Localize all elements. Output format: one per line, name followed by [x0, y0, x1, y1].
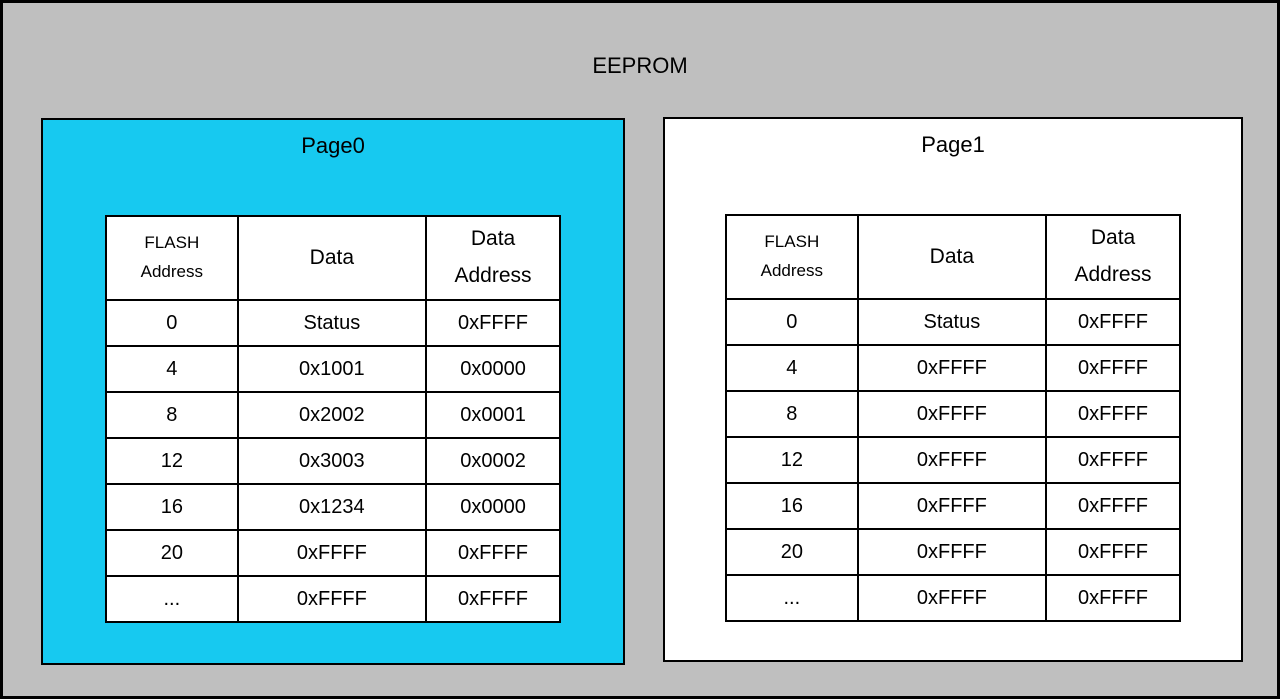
table-cell: 0xFFFF	[1045, 436, 1181, 484]
table-cell: 4	[725, 344, 859, 392]
table-cell: 0xFFFF	[856, 528, 1048, 576]
table-row: 16 0x1234 0x0000	[105, 483, 561, 531]
table-row: ... 0xFFFF 0xFFFF	[105, 575, 561, 623]
header-label: Data	[309, 245, 355, 269]
header-label: Data Address	[1074, 226, 1152, 286]
table-header-row: FLASH Address Data Data Address	[725, 214, 1181, 300]
table-cell: 0xFFFF	[856, 390, 1048, 438]
table-row: 8 0xFFFF 0xFFFF	[725, 390, 1181, 438]
header-data-address: Data Address	[1045, 214, 1181, 300]
table-cell: 0	[105, 299, 239, 347]
table-row: 4 0xFFFF 0xFFFF	[725, 344, 1181, 392]
table-cell: 0xFFFF	[856, 482, 1048, 530]
table-cell: 0xFFFF	[425, 575, 561, 623]
table-cell: 0xFFFF	[236, 529, 428, 577]
table-row: ... 0xFFFF 0xFFFF	[725, 574, 1181, 622]
table-cell: 0xFFFF	[1045, 528, 1181, 576]
table-row: 0 Status 0xFFFF	[725, 298, 1181, 346]
table-cell: 0xFFFF	[856, 344, 1048, 392]
table-cell: 0x1001	[236, 345, 428, 393]
page1-table-body: 0 Status 0xFFFF 4 0xFFFF 0xFFFF 8 0xFFFF 0xFFFF 1…	[725, 298, 1181, 622]
table-cell: 16	[725, 482, 859, 530]
page0-table-wrap: FLASH Address Data Data Address 0 Status 0…	[43, 215, 623, 623]
eeprom-title: EEPROM	[592, 53, 688, 78]
page1-title: Page1	[921, 132, 985, 157]
table-row: 8 0x2002 0x0001	[105, 391, 561, 439]
table-cell: 0x0000	[425, 345, 561, 393]
table-cell: 0xFFFF	[1045, 482, 1181, 530]
table-cell: 0x0001	[425, 391, 561, 439]
table-cell: 8	[725, 390, 859, 438]
table-row: 0 Status 0xFFFF	[105, 299, 561, 347]
table-row: 20 0xFFFF 0xFFFF	[725, 528, 1181, 576]
page0-title: Page0	[301, 133, 365, 158]
table-cell: 0xFFFF	[1045, 574, 1181, 622]
table-cell: 0xFFFF	[425, 299, 561, 347]
table-cell: ...	[725, 574, 859, 622]
table-cell: 0x3003	[236, 437, 428, 485]
page1-box: Page1 FLASH Address Data Data Ad	[663, 117, 1243, 662]
table-cell: 0x0000	[425, 483, 561, 531]
header-label: FLASH Address	[140, 233, 204, 281]
table-cell: 0xFFFF	[236, 575, 428, 623]
page1-table: FLASH Address Data Data Address 0 Status 0…	[725, 214, 1181, 622]
page0-table-header: FLASH Address Data Data Address	[105, 215, 561, 301]
table-row: 16 0xFFFF 0xFFFF	[725, 482, 1181, 530]
table-cell: 4	[105, 345, 239, 393]
table-cell: 12	[105, 437, 239, 485]
table-cell: 8	[105, 391, 239, 439]
page1-table-header: FLASH Address Data Data Address	[725, 214, 1181, 300]
page0-table-body: 0 Status 0xFFFF 4 0x1001 0x0000 8 0x2002 0x0001 1…	[105, 299, 561, 623]
header-label: FLASH Address	[760, 232, 824, 280]
header-data-address: Data Address	[425, 215, 561, 301]
page1-table-wrap: FLASH Address Data Data Address 0 Status 0…	[665, 214, 1241, 622]
table-cell: 0x2002	[236, 391, 428, 439]
table-cell: 0	[725, 298, 859, 346]
table-cell: 0x1234	[236, 483, 428, 531]
header-data: Data	[236, 215, 428, 301]
table-cell: 20	[725, 528, 859, 576]
table-cell: 16	[105, 483, 239, 531]
page0-box: Page0 FLASH Address Data Data Ad	[41, 118, 625, 665]
table-header-row: FLASH Address Data Data Address	[105, 215, 561, 301]
page0-table: FLASH Address Data Data Address 0 Status 0…	[105, 215, 561, 623]
table-cell: 0x0002	[425, 437, 561, 485]
table-cell: 0xFFFF	[425, 529, 561, 577]
table-cell: Status	[856, 298, 1048, 346]
header-flash-address: FLASH Address	[105, 215, 239, 301]
header-label: Data	[929, 244, 975, 268]
table-row: 4 0x1001 0x0000	[105, 345, 561, 393]
table-cell: 0xFFFF	[1045, 298, 1181, 346]
header-flash-address: FLASH Address	[725, 214, 859, 300]
table-cell: 0xFFFF	[1045, 344, 1181, 392]
table-cell: 20	[105, 529, 239, 577]
table-cell: 12	[725, 436, 859, 484]
table-row: 12 0x3003 0x0002	[105, 437, 561, 485]
table-cell: 0xFFFF	[1045, 390, 1181, 438]
table-row: 20 0xFFFF 0xFFFF	[105, 529, 561, 577]
header-label: Data Address	[454, 227, 532, 287]
table-cell: 0xFFFF	[856, 574, 1048, 622]
table-cell: ...	[105, 575, 239, 623]
table-cell: Status	[236, 299, 428, 347]
table-cell: 0xFFFF	[856, 436, 1048, 484]
header-data: Data	[856, 214, 1048, 300]
table-row: 12 0xFFFF 0xFFFF	[725, 436, 1181, 484]
